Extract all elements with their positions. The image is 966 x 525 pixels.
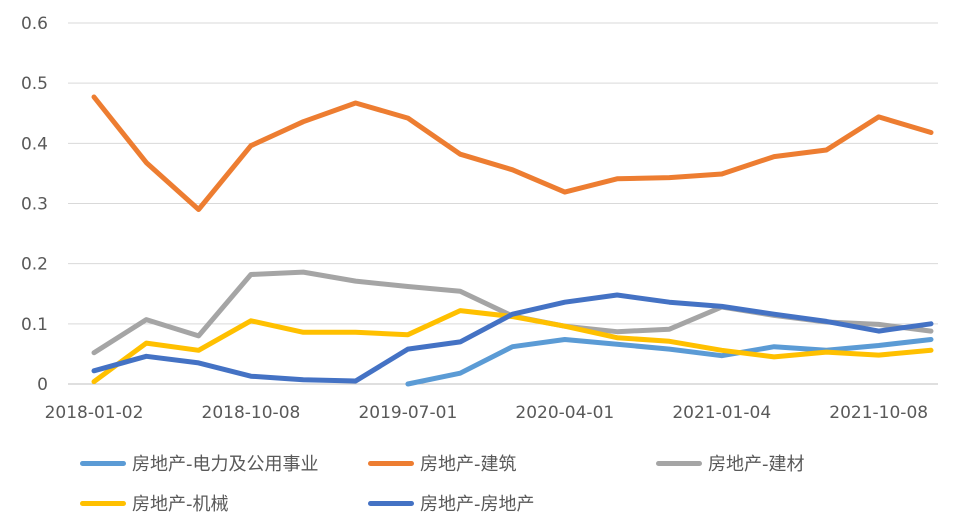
y-tick-label: 0.6 (21, 14, 48, 34)
series-line-1 (91, 94, 934, 212)
y-tick-label: 0.3 (21, 195, 48, 215)
x-tick-label: 2020-04-01 (515, 403, 614, 423)
x-tick-label: 2021-01-04 (672, 403, 771, 423)
series-line-4 (91, 292, 934, 384)
y-tick-label: 0 (37, 375, 48, 395)
y-tick-label: 0.4 (21, 134, 48, 154)
x-tick-label: 2018-10-08 (202, 403, 301, 423)
x-tick-label: 2018-01-02 (45, 403, 144, 423)
x-tick-label: 2019-07-01 (358, 403, 457, 423)
y-tick-label: 0.5 (21, 74, 48, 94)
series-line-0 (405, 337, 934, 387)
y-tick-label: 0.2 (21, 255, 48, 275)
y-tick-label: 0.1 (21, 315, 48, 335)
x-tick-label: 2021-10-08 (829, 403, 928, 423)
